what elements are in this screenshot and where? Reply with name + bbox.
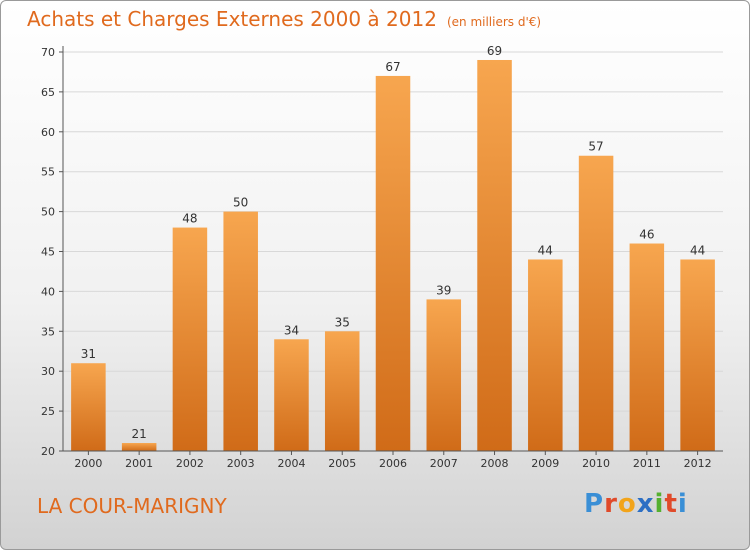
logo-letter: t bbox=[664, 489, 678, 519]
logo-letter: i bbox=[677, 489, 688, 519]
bar bbox=[223, 211, 258, 451]
x-tick-label: 2007 bbox=[430, 457, 458, 470]
x-tick-label: 2002 bbox=[176, 457, 204, 470]
y-tick-label: 25 bbox=[41, 405, 55, 418]
bar-value-label: 44 bbox=[690, 243, 705, 257]
logo-letter: o bbox=[617, 489, 637, 519]
logo-letter: x bbox=[636, 489, 655, 519]
commune-name: LA COUR-MARIGNY bbox=[37, 494, 227, 518]
bar bbox=[578, 155, 614, 452]
bar bbox=[121, 443, 157, 451]
y-tick-label: 45 bbox=[41, 246, 55, 259]
bar-value-label: 67 bbox=[385, 60, 400, 74]
bar-value-label: 39 bbox=[436, 283, 451, 297]
y-tick-label: 20 bbox=[41, 445, 55, 458]
x-tick-label: 2001 bbox=[125, 457, 153, 470]
x-tick-label: 2009 bbox=[531, 457, 559, 470]
y-tick-label: 50 bbox=[41, 206, 55, 219]
bar bbox=[426, 299, 462, 451]
bar-value-label: 50 bbox=[233, 196, 248, 210]
y-tick-label: 70 bbox=[41, 46, 55, 59]
x-tick-label: 2012 bbox=[684, 457, 712, 470]
bar-value-label: 34 bbox=[284, 323, 299, 337]
labels: 20 25 30 35 40 45 50 55 60 65 70 31 2000 21 2001 48 2002… bbox=[41, 44, 712, 470]
bar-value-label: 69 bbox=[487, 44, 502, 58]
x-tick-label: 2000 bbox=[74, 457, 102, 470]
x-tick-label: 2006 bbox=[379, 457, 407, 470]
bar-value-label: 31 bbox=[81, 347, 96, 361]
y-tick-label: 65 bbox=[41, 86, 55, 99]
bar bbox=[680, 259, 715, 451]
x-tick-label: 2005 bbox=[328, 457, 356, 470]
x-tick-label: 2004 bbox=[277, 457, 305, 470]
logo-letter: P bbox=[584, 489, 605, 519]
bar-value-label: 46 bbox=[639, 228, 654, 242]
bar bbox=[274, 339, 309, 451]
bar-value-label: 57 bbox=[588, 140, 603, 154]
bar bbox=[324, 331, 360, 451]
bar bbox=[375, 75, 411, 451]
chart-title: Achats et Charges Externes 2000 à 2012 (e… bbox=[27, 7, 541, 31]
logo-letter: r bbox=[604, 489, 618, 519]
bar bbox=[528, 259, 563, 451]
bar bbox=[629, 243, 665, 451]
x-tick-label: 2008 bbox=[481, 457, 509, 470]
bar-value-label: 35 bbox=[335, 315, 350, 329]
logo-letter: i bbox=[654, 489, 665, 519]
bar bbox=[172, 227, 208, 451]
y-tick-label: 55 bbox=[41, 166, 55, 179]
y-tick-label: 35 bbox=[41, 325, 55, 338]
bar-value-label: 44 bbox=[538, 243, 553, 257]
x-tick-label: 2003 bbox=[227, 457, 255, 470]
proxiti-logo: Proxiti bbox=[584, 489, 688, 519]
y-tick-label: 40 bbox=[41, 285, 55, 298]
y-tick-label: 60 bbox=[41, 126, 55, 139]
chart-title-unit: (en milliers d'€) bbox=[446, 15, 542, 29]
axes bbox=[59, 46, 723, 455]
bar bbox=[477, 59, 512, 451]
bars bbox=[71, 59, 715, 452]
chart-title-main: Achats et Charges Externes 2000 à 2012 bbox=[27, 7, 437, 31]
bar-value-label: 21 bbox=[132, 427, 147, 441]
y-tick-label: 30 bbox=[41, 365, 55, 378]
bar bbox=[71, 363, 106, 451]
x-tick-label: 2011 bbox=[633, 457, 661, 470]
bar-value-label: 48 bbox=[182, 212, 197, 226]
x-tick-label: 2010 bbox=[582, 457, 610, 470]
